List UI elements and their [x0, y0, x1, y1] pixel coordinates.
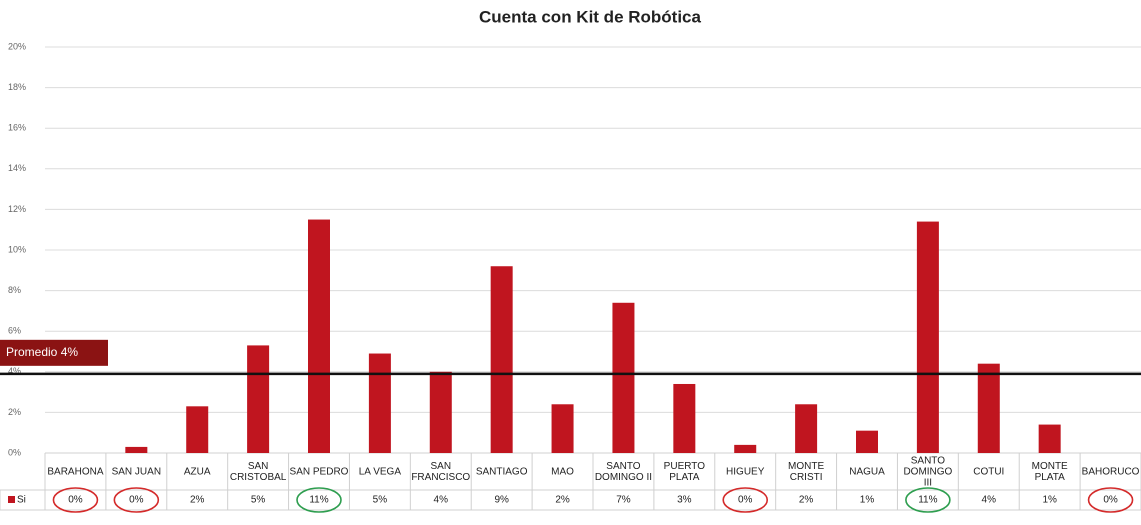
bar: [551, 404, 574, 453]
x-tick-label: COTUI: [973, 466, 1004, 477]
x-tick-label: NAGUA: [849, 466, 885, 477]
bar: [734, 444, 757, 453]
bar: [308, 219, 330, 453]
y-tick-label: 12%: [8, 204, 26, 214]
x-tick-label: SAN FRANCISCO: [411, 461, 470, 483]
value-label: 11%: [918, 495, 937, 506]
value-label: 1%: [1042, 495, 1057, 506]
value-label: 1%: [860, 495, 875, 506]
value-label: 2%: [190, 495, 205, 506]
bar: [429, 371, 452, 453]
value-label: 0%: [129, 495, 144, 506]
bar: [1038, 424, 1061, 453]
x-tick-label: SAN CRISTOBAL: [230, 461, 287, 483]
highlight-circle: [722, 487, 769, 513]
bar: [612, 302, 635, 453]
y-tick-label: 2%: [8, 407, 21, 417]
y-tick-label: 6%: [8, 326, 21, 336]
value-label: 2%: [799, 495, 814, 506]
value-label: 11%: [309, 495, 328, 506]
y-tick-label: 20%: [8, 41, 26, 51]
x-tick-label: SANTO DOMINGO II: [595, 461, 652, 483]
x-tick-label: BARAHONA: [47, 466, 103, 477]
value-label: 5%: [373, 495, 388, 506]
x-tick-label: PUERTO PLATA: [664, 461, 706, 483]
bar: [490, 266, 513, 453]
bar: [247, 345, 270, 453]
chart-title: Cuenta con Kit de Robótica: [479, 7, 702, 26]
bar: [186, 406, 209, 453]
value-label: 3%: [677, 495, 692, 506]
x-tick-label: SAN PEDRO: [290, 466, 349, 477]
x-tick-label: AZUA: [184, 466, 211, 477]
y-tick-label: 4%: [8, 366, 21, 376]
value-label: 5%: [251, 495, 266, 506]
x-tick-label: LA VEGA: [359, 466, 402, 477]
value-label: 0%: [738, 495, 753, 506]
y-tick-label: 10%: [8, 244, 26, 254]
value-label: 9%: [494, 495, 509, 506]
legend-key: [8, 496, 15, 503]
highlight-circle: [1087, 487, 1134, 513]
x-tick-label: SAN JUAN: [112, 466, 161, 477]
x-tick-label: MONTE CRISTI: [788, 461, 824, 483]
bar: [673, 383, 696, 453]
y-tick-label: 16%: [8, 123, 26, 133]
x-tick-label: BAHORUCO: [1082, 466, 1140, 477]
y-tick-label: 18%: [8, 82, 26, 92]
x-tick-label: SANTO DOMINGO III: [903, 455, 952, 488]
bar: [368, 353, 391, 453]
x-tick-label: SANTIAGO: [476, 466, 528, 477]
x-tick-label: HIGUEY: [726, 466, 765, 477]
legend-label: Si: [17, 495, 26, 506]
y-tick-label: 0%: [8, 447, 21, 457]
highlight-circle: [905, 487, 951, 513]
average-label: Promedio 4%: [6, 345, 78, 359]
y-tick-label: 14%: [8, 163, 26, 173]
bar: [856, 430, 878, 453]
average-box: [0, 339, 108, 366]
bar: [795, 404, 818, 453]
bar: [125, 446, 148, 453]
value-label: 0%: [68, 495, 83, 506]
bar: [916, 221, 939, 453]
bar: [977, 363, 1000, 453]
value-label: 4%: [982, 495, 997, 506]
highlight-circle: [52, 487, 99, 513]
highlight-circle: [113, 487, 160, 513]
value-label: 2%: [555, 495, 570, 506]
y-tick-label: 8%: [8, 285, 21, 295]
value-label: 4%: [434, 495, 449, 506]
value-label: 0%: [1103, 495, 1118, 506]
x-tick-label: MONTE PLATA: [1032, 461, 1068, 483]
highlight-circle: [296, 487, 342, 513]
value-label: 7%: [616, 495, 631, 506]
x-tick-label: MAO: [551, 466, 574, 477]
